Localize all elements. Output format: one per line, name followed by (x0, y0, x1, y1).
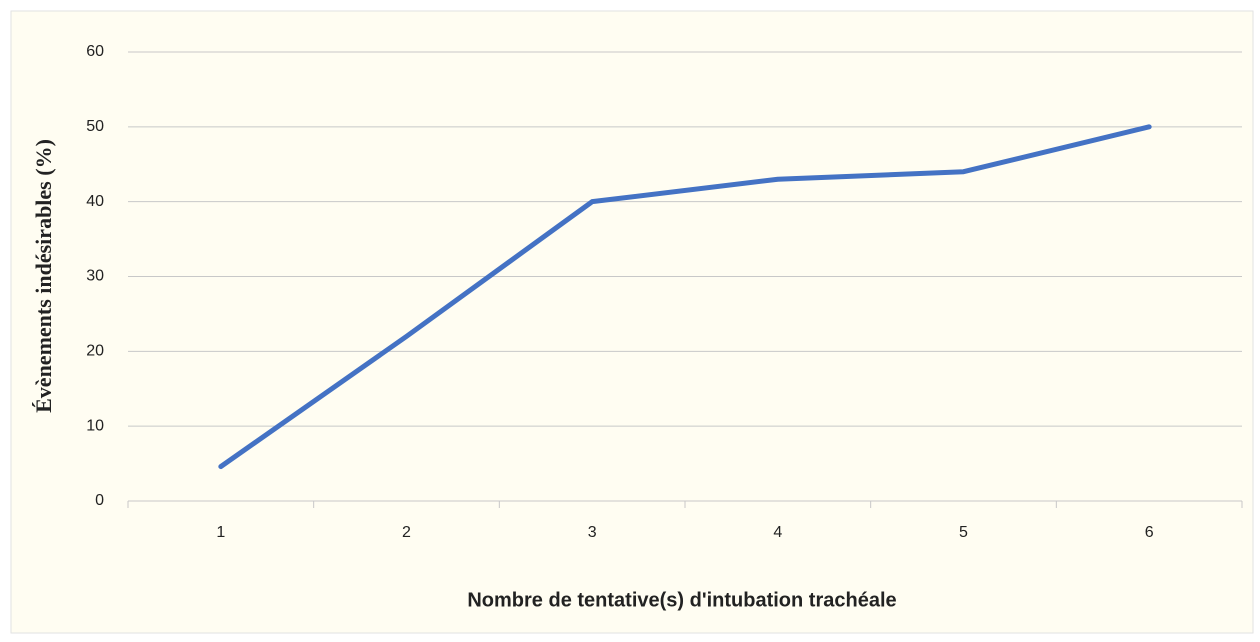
x-tick-label: 6 (1145, 524, 1154, 541)
chart-background (10, 10, 1254, 634)
y-tick-label: 10 (86, 417, 104, 434)
y-tick-label: 60 (86, 43, 104, 60)
y-axis-label: Évènements indésirables (%) (31, 139, 56, 413)
x-tick-label: 2 (402, 524, 411, 541)
x-axis-label: Nombre de tentative(s) d'intubation trac… (467, 589, 896, 611)
y-tick-label: 50 (86, 118, 104, 135)
y-tick-label: 20 (86, 343, 104, 360)
x-tick-label: 4 (773, 524, 782, 541)
y-tick-label: 40 (86, 193, 104, 210)
x-tick-label: 1 (216, 524, 225, 541)
x-tick-label: 5 (959, 524, 968, 541)
y-tick-label: 30 (86, 268, 104, 285)
data-line (218, 124, 1152, 470)
y-tick-label: 0 (95, 492, 104, 509)
x-tick-label: 3 (588, 524, 597, 541)
